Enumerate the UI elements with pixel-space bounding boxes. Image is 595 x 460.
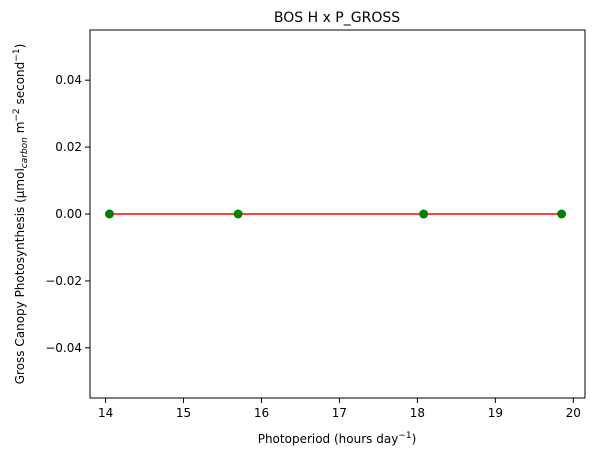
y-axis-label-part1: Gross Canopy Photosynthesis (μmol <box>13 168 27 384</box>
x-axis-label-base: Photoperiod (hours day <box>258 432 399 446</box>
x-tick-label: 16 <box>254 406 269 420</box>
x-tick-label: 14 <box>98 406 113 420</box>
chart-title: BOS H x P_GROSS <box>274 10 400 26</box>
y-tick-label: 0.04 <box>55 73 82 87</box>
x-axis-label-end: ) <box>412 432 417 446</box>
y-axis: −0.04 −0.02 0.00 0.02 0.04 <box>45 73 90 355</box>
x-tick-label: 15 <box>176 406 191 420</box>
y-tick-label: −0.02 <box>45 274 82 288</box>
data-point <box>419 209 429 219</box>
y-axis-label-part2: m <box>13 122 27 138</box>
y-axis-label-sub: carbon <box>20 137 30 168</box>
x-axis: 14 15 16 17 18 19 20 <box>98 398 581 420</box>
y-tick-label: −0.04 <box>45 341 82 355</box>
series-layer <box>104 209 567 219</box>
data-point <box>557 209 567 219</box>
y-axis-label-sup1: −2 <box>12 108 22 121</box>
x-tick-label: 20 <box>566 406 581 420</box>
y-axis-label-sup2: −1 <box>12 48 22 61</box>
y-tick-label: 0.02 <box>55 140 82 154</box>
y-tick-label: 0.00 <box>55 207 82 221</box>
y-axis-label-part4: ) <box>13 44 27 49</box>
x-tick-label: 18 <box>410 406 425 420</box>
data-point <box>233 209 243 219</box>
data-point <box>104 209 114 219</box>
x-tick-label: 17 <box>332 406 347 420</box>
x-tick-label: 19 <box>488 406 503 420</box>
x-axis-label-sup: −1 <box>398 431 411 441</box>
x-axis-label: Photoperiod (hours day−1) <box>258 431 417 446</box>
y-axis-label: Gross Canopy Photosynthesis (μmolcarbon … <box>12 44 30 385</box>
y-axis-label-part3: second <box>13 62 27 109</box>
